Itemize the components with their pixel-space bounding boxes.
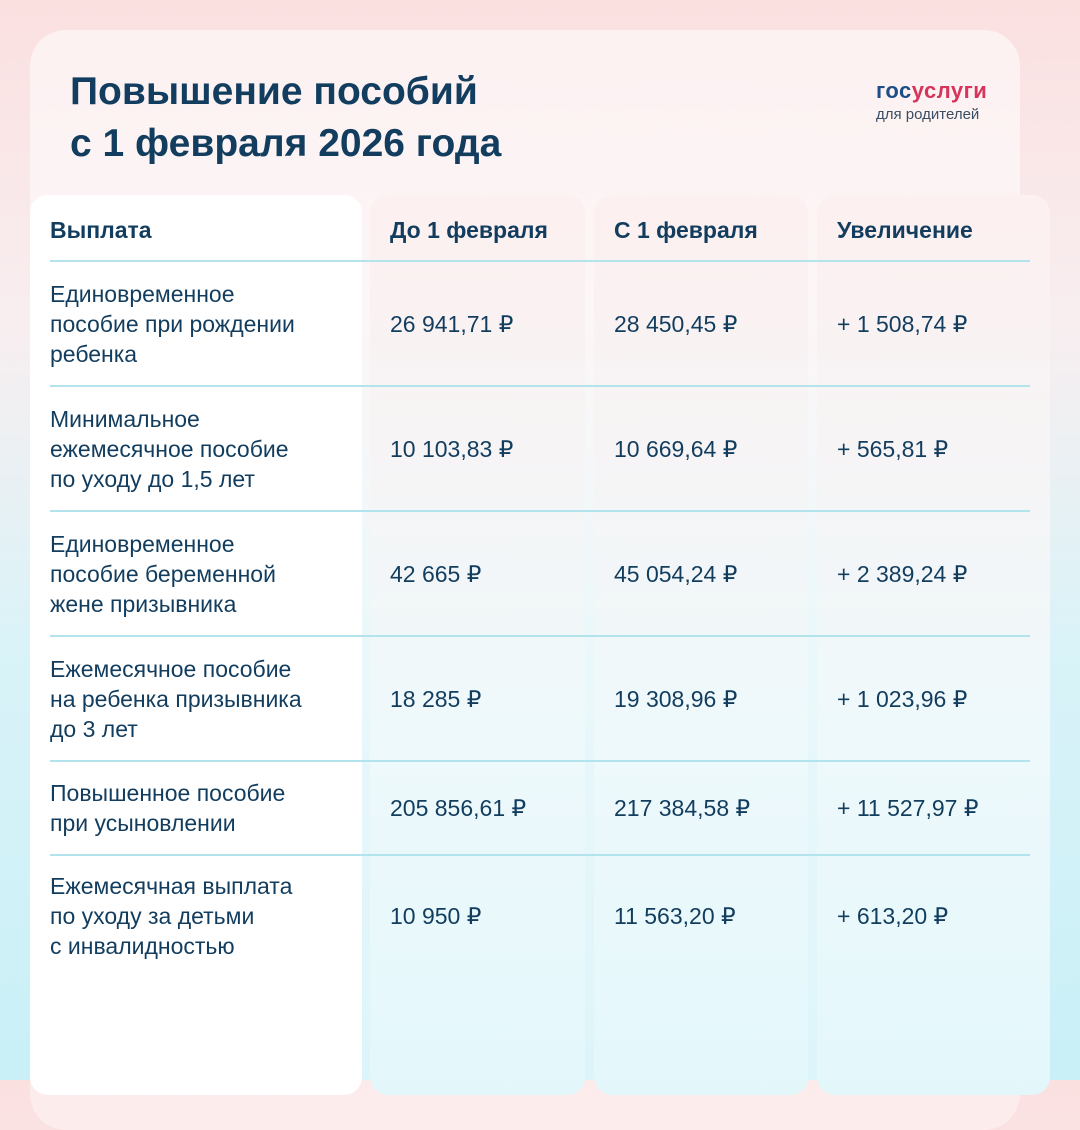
- page-title: Повышение пособий с 1 февраля 2026 года: [70, 66, 501, 170]
- payment-name-line: Единовременное: [50, 530, 235, 557]
- payment-name-line: с инвалидностью: [50, 933, 235, 959]
- payment-name-line: на ребенка призывника: [50, 685, 302, 712]
- payment-name-line: Единовременное: [50, 280, 235, 307]
- payment-name-line: Повышенное пособие: [50, 780, 286, 806]
- payment-name-line: Ежемесячная выплата: [50, 873, 293, 899]
- table-row: Единовременное пособие беременной жене при…: [50, 512, 1030, 637]
- value-after: 10 669,64 ₽: [614, 435, 738, 462]
- value-increase: + 2 389,24 ₽: [837, 560, 968, 587]
- value-after: 28 450,45 ₽: [614, 310, 738, 337]
- payment-name-line: жене призывника: [50, 590, 237, 617]
- payment-name: Повышенное пособие при усыновлении: [50, 778, 390, 838]
- payment-name-line: Минимальное: [50, 405, 200, 432]
- column-card: [594, 195, 808, 1095]
- payment-name-line: пособие при рождении: [50, 310, 295, 337]
- payment-name-line: по уходу за детьми: [50, 903, 255, 929]
- value-before: 42 665 ₽: [390, 560, 482, 587]
- payment-name-line: ребенка: [50, 340, 138, 367]
- value-before: 205 856,61 ₽: [390, 795, 527, 821]
- header-payment: Выплата: [50, 217, 152, 243]
- value-increase: + 1 023,96 ₽: [837, 685, 968, 712]
- column-card: [30, 195, 362, 1095]
- column-card: [370, 195, 585, 1095]
- title-line: с 1 февраля 2026 года: [70, 122, 502, 165]
- table-row: Единовременное пособие при рождении ребенк…: [50, 262, 1030, 387]
- payment-name-line: по уходу до 1,5 лет: [50, 465, 255, 492]
- value-after: 217 384,58 ₽: [614, 795, 751, 821]
- payment-name: Ежемесячная выплата по уходу за детьми с и…: [50, 871, 390, 961]
- value-before: 18 285 ₽: [390, 685, 482, 712]
- value-increase: + 11 527,97 ₽: [837, 795, 979, 821]
- value-before: 10 950 ₽: [390, 903, 482, 929]
- payment-name-line: при усыновлении: [50, 810, 236, 836]
- payment-name: Единовременное пособие при рождении ребенк…: [50, 279, 390, 369]
- payment-name-line: пособие беременной: [50, 560, 276, 587]
- payment-name-line: ежемесячное пособие: [50, 435, 289, 462]
- value-increase: + 565,81 ₽: [837, 435, 949, 462]
- header-after: С 1 февраля: [614, 217, 758, 243]
- logo-part1: гос: [876, 78, 912, 103]
- value-after: 11 563,20 ₽: [614, 903, 736, 929]
- logo-part2: услуги: [911, 78, 988, 103]
- value-after: 45 054,24 ₽: [614, 560, 738, 587]
- payment-name: Единовременное пособие беременной жене при…: [50, 529, 390, 619]
- value-before: 26 941,71 ₽: [390, 310, 514, 337]
- gosuslugi-logo: госуслуги для родителей: [876, 78, 987, 123]
- table-row: Минимальное ежемесячное пособие по уходу д…: [50, 387, 1030, 512]
- value-increase: + 1 508,74 ₽: [837, 310, 968, 337]
- payment-name: Ежемесячное пособие на ребенка призывника…: [50, 654, 390, 744]
- value-increase: + 613,20 ₽: [837, 903, 949, 929]
- title-line: Повышение пособий: [70, 70, 478, 113]
- column-card: [817, 195, 1050, 1095]
- payment-name-line: Ежемесячное пособие: [50, 655, 292, 682]
- payment-name: Минимальное ежемесячное пособие по уходу д…: [50, 404, 390, 494]
- table-row: Ежемесячная выплата по уходу за детьми с и…: [50, 856, 1030, 976]
- table-header: Выплата До 1 февраля С 1 февраля Увеличе…: [50, 200, 1030, 262]
- logo-subtitle: для родителей: [876, 106, 980, 123]
- table-row: Ежемесячное пособие на ребенка призывника…: [50, 637, 1030, 762]
- value-after: 19 308,96 ₽: [614, 685, 738, 712]
- table-row: Повышенное пособие при усыновлении 205 856…: [50, 762, 1030, 856]
- header-increase: Увеличение: [837, 217, 973, 243]
- value-before: 10 103,83 ₽: [390, 435, 514, 462]
- header-before: До 1 февраля: [390, 217, 548, 243]
- payment-name-line: до 3 лет: [50, 715, 138, 742]
- benefits-table: Выплата До 1 февраля С 1 февраля Увеличе…: [50, 200, 1030, 976]
